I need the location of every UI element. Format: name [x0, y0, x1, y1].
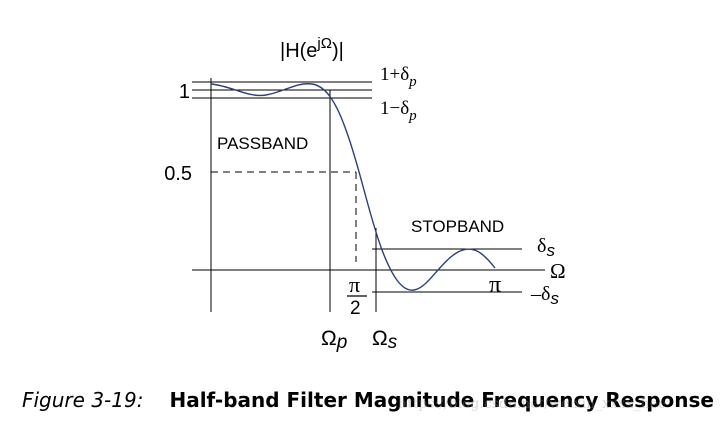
- half-pi-numerator: π: [349, 272, 360, 297]
- stopband-upper-ripple-label: δs: [537, 235, 555, 260]
- magnitude-response-curve: [210, 83, 496, 291]
- y-axis-title: |H(ejΩ)|: [280, 35, 344, 62]
- figure-title: Half-band Filter Magnitude Frequency Res…: [169, 388, 714, 412]
- frequency-response-diagram: |H(ejΩ)| 1 0.5 1+δp 1−δp PASSBAND STOPBA…: [164, 35, 566, 353]
- passband-upper-ripple-label: 1+δp: [380, 64, 417, 90]
- x-axis-label: Ω: [550, 259, 566, 283]
- half-pi-denominator: 2: [350, 298, 361, 319]
- passband-label: PASSBAND: [217, 134, 308, 153]
- stopband-label: STOPBAND: [411, 217, 504, 236]
- omega-p-label: Ωp: [321, 327, 347, 353]
- passband-lower-ripple-label: 1−δp: [380, 98, 417, 124]
- stopband-lower-ripple-label: –δs: [530, 283, 559, 308]
- watermark-text: https://blog.csdn.net/weixin_xxxx_hee: [398, 396, 667, 412]
- tick-label-one: 1: [179, 81, 190, 103]
- figure-number: Figure 3-19:: [22, 388, 144, 412]
- omega-s-label: Ωs: [372, 327, 398, 353]
- tick-label-half: 0.5: [164, 163, 192, 185]
- figure-caption: Figure 3-19: Half-band Filter Magnitude …: [22, 388, 722, 420]
- diagram-canvas: |H(ejΩ)| 1 0.5 1+δp 1−δp PASSBAND STOPBA…: [164, 35, 566, 353]
- pi-label: π: [489, 272, 501, 298]
